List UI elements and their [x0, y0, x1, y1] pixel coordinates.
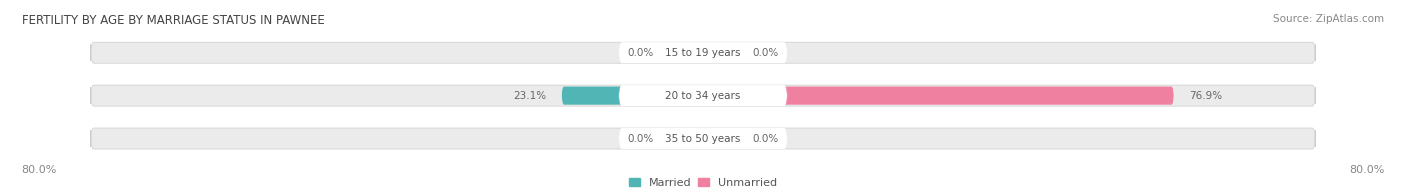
Text: 0.0%: 0.0%: [752, 48, 779, 58]
FancyBboxPatch shape: [619, 85, 787, 106]
Text: 80.0%: 80.0%: [1348, 165, 1385, 175]
FancyBboxPatch shape: [90, 85, 1316, 106]
FancyBboxPatch shape: [703, 44, 737, 62]
FancyBboxPatch shape: [669, 44, 703, 62]
FancyBboxPatch shape: [619, 42, 787, 63]
Text: 20 to 34 years: 20 to 34 years: [665, 91, 741, 101]
Legend: Married, Unmarried: Married, Unmarried: [628, 178, 778, 188]
FancyBboxPatch shape: [90, 42, 1316, 63]
Text: 0.0%: 0.0%: [752, 133, 779, 143]
Text: 0.0%: 0.0%: [627, 48, 654, 58]
Text: FERTILITY BY AGE BY MARRIAGE STATUS IN PAWNEE: FERTILITY BY AGE BY MARRIAGE STATUS IN P…: [21, 14, 325, 27]
FancyBboxPatch shape: [90, 128, 1316, 149]
Text: Source: ZipAtlas.com: Source: ZipAtlas.com: [1274, 14, 1385, 24]
FancyBboxPatch shape: [561, 87, 703, 105]
Text: 35 to 50 years: 35 to 50 years: [665, 133, 741, 143]
Text: 23.1%: 23.1%: [513, 91, 546, 101]
Text: 76.9%: 76.9%: [1189, 91, 1222, 101]
FancyBboxPatch shape: [703, 130, 737, 148]
Text: 80.0%: 80.0%: [21, 165, 58, 175]
FancyBboxPatch shape: [619, 128, 787, 149]
FancyBboxPatch shape: [669, 130, 703, 148]
Text: 15 to 19 years: 15 to 19 years: [665, 48, 741, 58]
Text: 0.0%: 0.0%: [627, 133, 654, 143]
FancyBboxPatch shape: [703, 87, 1174, 105]
